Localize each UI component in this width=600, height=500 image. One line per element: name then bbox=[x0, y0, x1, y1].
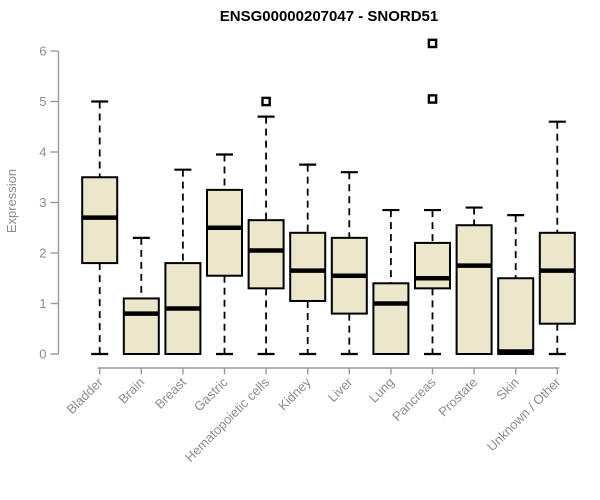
x-category-label: Lung bbox=[366, 375, 397, 406]
box-rect bbox=[372, 282, 410, 355]
boxplot-group bbox=[206, 153, 243, 356]
boxplot-group bbox=[330, 171, 368, 356]
boxplot-group bbox=[247, 96, 285, 356]
box-rect bbox=[206, 188, 243, 277]
x-category-label: Bladder bbox=[64, 374, 107, 417]
outlier-point bbox=[427, 94, 438, 104]
boxplot-group bbox=[497, 214, 535, 355]
x-category-label: Pancreas bbox=[389, 374, 439, 424]
y-tick-label: 0 bbox=[39, 347, 46, 362]
boxplot-group bbox=[414, 38, 451, 356]
x-category-label: Prostate bbox=[435, 375, 480, 420]
box-rect bbox=[289, 231, 327, 302]
boxplot-group bbox=[372, 208, 410, 355]
y-tick-label: 6 bbox=[39, 44, 46, 59]
boxplot-group bbox=[122, 236, 160, 356]
box-rect bbox=[497, 277, 535, 355]
boxplot-group bbox=[538, 120, 576, 356]
boxplot-group bbox=[164, 168, 202, 356]
y-tick-label: 2 bbox=[39, 246, 46, 261]
chart-title: ENSG00000207047 - SNORD51 bbox=[220, 8, 438, 25]
box-rect bbox=[414, 241, 451, 290]
boxes bbox=[81, 38, 576, 356]
boxplot-group bbox=[289, 163, 327, 356]
outlier-point bbox=[261, 96, 271, 107]
boxplot-group bbox=[455, 206, 493, 355]
y-tick-label: 1 bbox=[39, 296, 46, 311]
outlier-point bbox=[427, 38, 438, 49]
x-category-label: Breast bbox=[152, 374, 189, 411]
y-axis-label: Expression bbox=[4, 169, 19, 233]
y-tick-label: 4 bbox=[39, 145, 46, 160]
y-tick-label: 5 bbox=[39, 94, 46, 109]
x-category-label: Unknown / Other bbox=[484, 374, 564, 454]
x-category-label: Skin bbox=[493, 375, 521, 403]
box-rect bbox=[247, 219, 285, 290]
box-rect bbox=[455, 224, 493, 355]
box-rect bbox=[81, 176, 119, 265]
boxplot-group bbox=[81, 100, 119, 356]
box-rect bbox=[122, 297, 160, 356]
x-category-label: Gastric bbox=[191, 374, 231, 414]
x-category-label: Liver bbox=[325, 374, 356, 405]
x-category-label: Brain bbox=[115, 375, 147, 407]
box-rect bbox=[538, 231, 576, 325]
y-tick-label: 3 bbox=[39, 195, 46, 210]
x-category-label: Kidney bbox=[275, 374, 314, 413]
